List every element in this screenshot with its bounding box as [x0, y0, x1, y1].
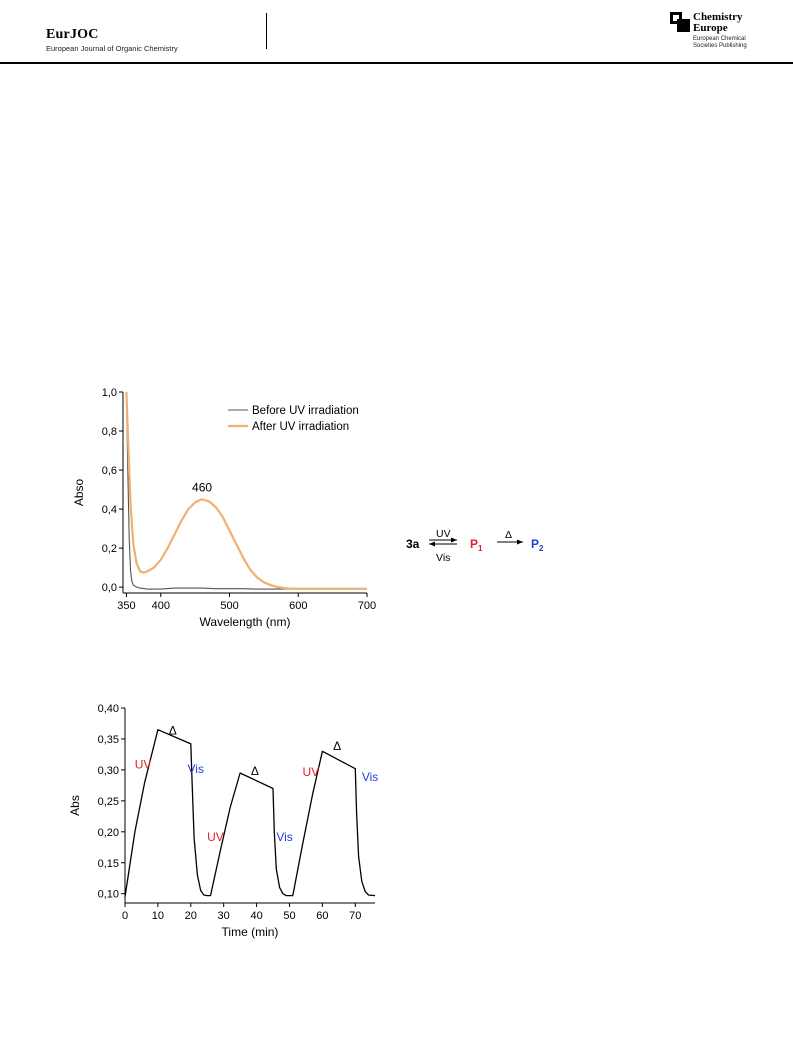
scheme-product2-symbol: P: [531, 537, 539, 551]
scheme-forward-label: UV: [436, 528, 451, 540]
legend-label: After UV irradiation: [252, 421, 349, 433]
journal-name: EurJOC: [46, 27, 99, 42]
x-tick-label: 700: [358, 600, 376, 612]
y-axis-label: Abs: [70, 795, 82, 816]
publisher-title-line1: Chemistry: [693, 11, 743, 23]
cycle-annotation: UV: [303, 765, 320, 779]
x-tick-label: 60: [316, 910, 328, 922]
x-tick-label: 70: [349, 910, 361, 922]
y-tick-label: 0,8: [102, 426, 117, 438]
y-tick-label: 0,0: [102, 582, 117, 594]
y-tick-label: 0,15: [98, 858, 119, 870]
x-tick-label: 0: [122, 910, 128, 922]
header-divider: [266, 13, 267, 49]
series-line: [124, 729, 376, 897]
x-tick-label: 10: [152, 910, 164, 922]
x-tick-label: 30: [218, 910, 230, 922]
x-tick-label: 40: [250, 910, 262, 922]
y-tick-label: 0,35: [98, 734, 119, 746]
reverse-arrowhead: [429, 541, 435, 547]
publisher-sub-line2: Societies Publishing: [693, 43, 747, 49]
x-tick-label: 350: [117, 600, 135, 612]
y-tick-label: 0,10: [98, 889, 119, 901]
scheme-product2-sub: 2: [539, 544, 544, 553]
scheme-reverse-label: Vis: [436, 552, 450, 564]
thermal-arrowhead: [517, 539, 523, 545]
scheme-thermal-label: Δ: [505, 529, 512, 541]
y-tick-label: 0,20: [98, 827, 119, 839]
scheme-product1: P1: [470, 537, 483, 553]
publisher-logo: Chemistry Europe European Chemical Socie…: [670, 11, 780, 55]
x-tick-label: 20: [185, 910, 197, 922]
cycle-annotation: UV: [135, 758, 152, 772]
publisher-sub-line1: European Chemical: [693, 36, 746, 42]
cycle-annotation: Δ: [169, 724, 177, 738]
cycle-annotation: Δ: [333, 739, 341, 753]
chemistry-europe-logo-icon: [670, 12, 690, 32]
y-tick-label: 0,30: [98, 765, 119, 777]
y-tick-label: 0,2: [102, 543, 117, 555]
series-line: [125, 391, 367, 590]
absorption-spectrum-chart: 350 400 500 600 700 0,0 0,2 0,4 0,6 0,8 1,0 Wavelen…: [72, 387, 376, 629]
header-rule: [0, 62, 793, 64]
forward-arrowhead: [451, 537, 457, 543]
scheme-product2: P2: [531, 537, 544, 553]
x-tick-label: 500: [220, 600, 238, 612]
x-axis-label: Time (min): [222, 925, 279, 939]
x-axis-label: Wavelength (nm): [200, 615, 291, 629]
publisher-title-line2: Europe: [693, 22, 728, 34]
y-tick-label: 0,25: [98, 796, 119, 808]
scheme-reactant: 3a: [406, 537, 420, 551]
cycle-annotation: Δ: [251, 764, 259, 778]
cycle-annotation: Vis: [276, 830, 292, 844]
page-header: EurJOC European Journal of Organic Chemi…: [0, 0, 793, 64]
cycle-annotation: Vis: [187, 762, 203, 776]
y-tick-label: 0,40: [98, 703, 119, 715]
legend-label: Before UV irradiation: [252, 405, 359, 417]
cycle-annotation: UV: [207, 830, 224, 844]
reaction-scheme: 3a UV Vis P1 Δ P2: [406, 528, 544, 564]
x-tick-label: 600: [289, 600, 307, 612]
journal-subtitle: European Journal of Organic Chemistry: [46, 44, 178, 53]
photocycle-kinetics-chart: 0 10 20 30 40 50 60 70 0,10 0,15 0,20 0,25 0,30 0,35 0…: [70, 703, 378, 939]
x-tick-label: 400: [152, 600, 170, 612]
scheme-product1-sub: 1: [478, 544, 483, 553]
peak-label: 460: [192, 480, 212, 494]
y-tick-label: 1,0: [102, 387, 117, 399]
y-tick-label: 0,6: [102, 465, 117, 477]
cycle-annotation: Vis: [362, 770, 378, 784]
x-tick-label: 50: [283, 910, 295, 922]
y-axis-label: Abso: [72, 479, 86, 507]
series-line: [125, 391, 367, 590]
scheme-product1-symbol: P: [470, 537, 478, 551]
y-tick-label: 0,4: [102, 504, 117, 516]
